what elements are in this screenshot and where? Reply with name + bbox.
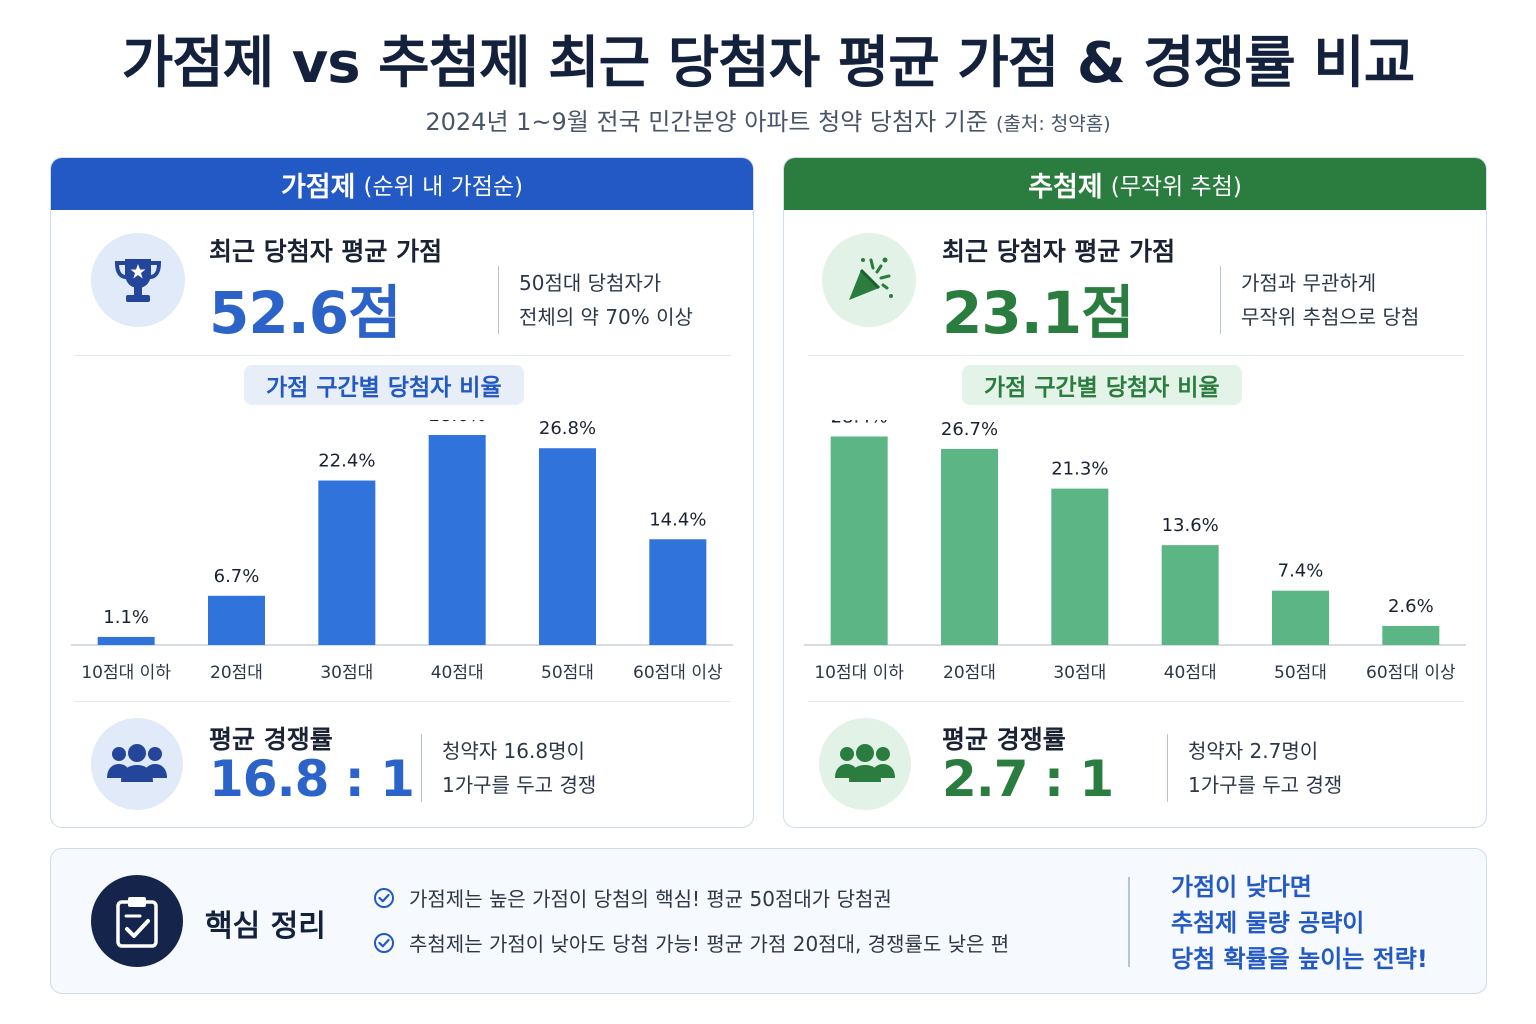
divider	[808, 355, 1464, 356]
bar-value-label: 2.6%	[1388, 596, 1434, 617]
bar-4	[1272, 590, 1329, 645]
category-label: 50점대	[1274, 663, 1327, 683]
check-circle-icon	[374, 887, 394, 908]
bar-5	[1382, 625, 1440, 645]
gajeom-score-note: 50점대 당첨자가 전체의 약 70% 이상	[498, 266, 693, 334]
bar-value-label: 1.1%	[103, 607, 149, 628]
chucheom-bar-chart: 28.4% 10점대 이하 26.7% 20점대 21.3% 30점대 13.6% 40점대 7…	[804, 420, 1466, 683]
bar-1	[941, 448, 998, 645]
clipboard-check-icon	[91, 875, 183, 967]
bar-value-label: 21.3%	[1051, 459, 1108, 480]
chucheom-competition-label: 평균 경쟁률	[942, 725, 1066, 754]
divider	[75, 701, 731, 702]
chucheom-score-note: 가점과 무관하게 무작위 추첨으로 당첨	[1220, 266, 1419, 334]
summary-bullet-2: 추첨제는 가점이 낮아도 당첨 가능! 평균 가점 20점대, 경쟁률도 낮은 …	[373, 928, 1009, 957]
summary-tip-line2: 추첨제 물량 공략이	[1171, 909, 1365, 937]
subtitle-text: 2024년 1~9월 전국 민간분양 아파트 청약 당첨자 기준	[425, 108, 988, 136]
category-label: 20점대	[943, 663, 996, 683]
summary-tip-line3: 당첨 확률을 높이는 전략!	[1171, 945, 1428, 973]
divider	[808, 701, 1464, 702]
category-label: 30점대	[320, 663, 373, 683]
summary-box: 핵심 정리 가점제는 높은 가점이 당첨의 핵심! 평균 50점대가 당첨권 추…	[50, 848, 1487, 994]
source-text: (출처: 청약홈)	[995, 113, 1111, 135]
summary-bullet-1: 가점제는 높은 가점이 당첨의 핵심! 평균 50점대가 당첨권	[373, 883, 892, 912]
category-label: 40점대	[1164, 663, 1217, 683]
category-label: 60점대 이상	[633, 663, 723, 683]
chucheom-avg-score-label: 최근 당첨자 평균 가점	[942, 237, 1176, 266]
summary-tip: 가점이 낮다면 추첨제 물량 공략이 당첨 확률을 높이는 전략!	[1171, 869, 1428, 977]
bar-value-label: 26.8%	[539, 420, 596, 439]
chucheom-panel: 추첨제 (무작위 추첨) 최근 당첨자 평균 가점 23.1점 가점과 무관하게…	[783, 157, 1487, 828]
people-group-icon	[819, 718, 911, 810]
chucheom-score-note-line2: 무작위 추첨으로 당첨	[1241, 305, 1420, 329]
bar-1	[208, 595, 265, 645]
chucheom-avg-score-value: 23.1점	[942, 279, 1134, 347]
summary-tip-line1: 가점이 낮다면	[1171, 873, 1312, 901]
gajeom-bar-chart: 1.1% 10점대 이하 6.7% 20점대 22.4% 30점대 28.6% 40점대 26.…	[71, 420, 733, 683]
category-label: 10점대 이하	[814, 663, 904, 683]
gajeom-chart-title: 가점 구간별 당첨자 비율	[244, 365, 524, 405]
summary-title: 핵심 정리	[205, 909, 326, 944]
gajeom-avg-score-value: 52.6점	[209, 279, 401, 347]
people-group-icon	[91, 718, 183, 810]
gajeom-competition-value: 16.8 : 1	[209, 750, 415, 808]
bar-3	[1161, 545, 1219, 645]
gajeom-competition-note: 청약자 16.8명이 1가구를 두고 경쟁	[421, 734, 596, 802]
bar-3	[428, 435, 486, 645]
bar-0	[830, 436, 888, 645]
category-label: 40점대	[431, 663, 484, 683]
chucheom-competition-value: 2.7 : 1	[942, 750, 1114, 808]
chucheom-competition-note-line1: 청약자 2.7명이	[1188, 739, 1319, 763]
category-label: 10점대 이하	[81, 663, 171, 683]
gajeom-score-note-line1: 50점대 당첨자가	[519, 271, 662, 295]
bar-value-label: 28.4%	[831, 420, 888, 427]
chucheom-chart-title: 가점 구간별 당첨자 비율	[962, 365, 1242, 405]
gajeom-panel-title: 가점제	[280, 171, 356, 203]
bar-2	[1051, 488, 1109, 645]
bar-value-label: 14.4%	[649, 509, 706, 530]
party-popper-icon	[822, 233, 916, 327]
gajeom-panel-header: 가점제 (순위 내 가점순)	[51, 158, 753, 210]
page-subtitle: 2024년 1~9월 전국 민간분양 아파트 청약 당첨자 기준 (출처: 청약홈…	[0, 102, 1536, 137]
bar-value-label: 26.7%	[941, 420, 998, 440]
bar-value-label: 13.6%	[1162, 515, 1219, 536]
gajeom-competition-label: 평균 경쟁률	[209, 725, 333, 754]
category-label: 30점대	[1053, 663, 1106, 683]
chucheom-panel-subtitle: (무작위 추첨)	[1110, 174, 1242, 200]
bar-value-label: 22.4%	[318, 451, 375, 472]
gajeom-score-note-line2: 전체의 약 70% 이상	[519, 305, 693, 329]
category-label: 60점대 이상	[1366, 663, 1456, 683]
bar-2	[318, 480, 376, 645]
gajeom-panel-subtitle: (순위 내 가점순)	[363, 174, 524, 200]
page-title: 가점제 vs 추첨제 최근 당첨자 평균 가점 & 경쟁률 비교	[121, 31, 1416, 96]
check-circle-icon	[374, 932, 394, 953]
summary-bullet-1-text: 가점제는 높은 가점이 당첨의 핵심! 평균 50점대가 당첨권	[409, 887, 892, 911]
chucheom-score-note-line1: 가점과 무관하게	[1241, 271, 1377, 295]
category-label: 50점대	[541, 663, 594, 683]
gajeom-avg-score-label: 최근 당첨자 평균 가점	[209, 237, 443, 266]
divider	[75, 355, 731, 356]
summary-bullet-2-text: 추첨제는 가점이 낮아도 당첨 가능! 평균 가점 20점대, 경쟁률도 낮은 …	[409, 932, 1010, 956]
gajeom-panel: 가점제 (순위 내 가점순) 최근 당첨자 평균 가점 52.6점 50점대 당…	[50, 157, 754, 828]
chucheom-competition-note: 청약자 2.7명이 1가구를 두고 경쟁	[1167, 734, 1342, 802]
gajeom-competition-note-line1: 청약자 16.8명이	[442, 739, 585, 763]
gajeom-competition-note-line2: 1가구를 두고 경쟁	[442, 773, 597, 797]
bar-4	[539, 448, 596, 645]
bar-value-label: 28.6%	[429, 420, 486, 426]
chucheom-panel-header: 추첨제 (무작위 추첨)	[784, 158, 1486, 210]
summary-separator	[1128, 877, 1130, 967]
bar-5	[649, 539, 707, 645]
bar-value-label: 7.4%	[1278, 561, 1324, 582]
chucheom-competition-note-line2: 1가구를 두고 경쟁	[1188, 773, 1343, 797]
bar-value-label: 6.7%	[214, 566, 260, 587]
category-label: 20점대	[210, 663, 263, 683]
trophy-icon	[91, 233, 185, 327]
bar-0	[97, 636, 155, 645]
chucheom-panel-title: 추첨제	[1028, 171, 1103, 203]
